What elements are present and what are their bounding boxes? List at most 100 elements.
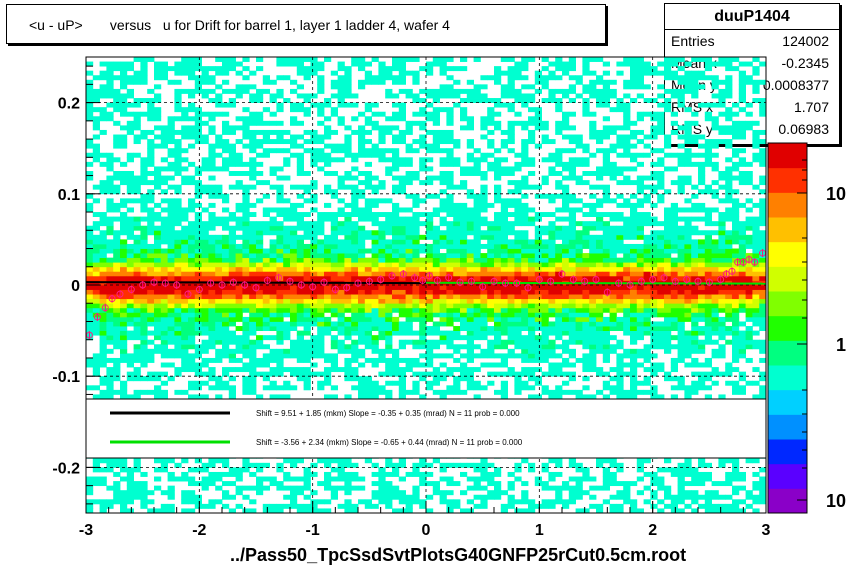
heatmap-cell xyxy=(160,70,168,76)
heatmap-cell xyxy=(460,312,468,318)
heatmap-cell xyxy=(215,216,223,222)
heatmap-cell xyxy=(548,88,556,94)
heatmap-cell xyxy=(385,275,393,281)
heatmap-cell xyxy=(154,303,162,309)
heatmap-cell xyxy=(126,307,134,313)
heatmap-cell xyxy=(188,330,196,336)
heatmap-cell xyxy=(500,508,508,514)
heatmap-cell xyxy=(86,248,94,254)
heatmap-cell xyxy=(589,221,597,227)
heatmap-cell xyxy=(92,362,100,368)
heatmap-cell xyxy=(174,271,182,277)
heatmap-cell xyxy=(276,285,284,290)
heatmap-cell xyxy=(507,107,515,113)
heatmap-cell xyxy=(473,380,481,386)
heatmap-cell xyxy=(351,175,359,181)
heatmap-cell xyxy=(249,157,257,163)
heatmap-cell xyxy=(222,503,230,509)
heatmap-cell xyxy=(494,371,502,377)
heatmap-cell xyxy=(276,61,284,67)
heatmap-cell xyxy=(106,166,114,172)
heatmap-cell xyxy=(412,499,420,505)
heatmap-cell xyxy=(589,289,597,295)
heatmap-cell xyxy=(140,157,148,163)
heatmap-cell xyxy=(494,70,502,76)
heatmap-cell xyxy=(541,503,549,509)
heatmap-cell xyxy=(364,184,372,190)
heatmap-cell xyxy=(351,285,359,290)
heatmap-cell xyxy=(364,148,372,154)
heatmap-cell xyxy=(317,111,325,117)
heatmap-cell xyxy=(568,239,576,245)
heatmap-cell xyxy=(507,148,515,154)
heatmap-cell xyxy=(317,330,325,336)
heatmap-cell xyxy=(92,467,100,473)
heatmap-cell xyxy=(201,303,209,309)
heatmap-cell xyxy=(439,93,447,99)
heatmap-cell xyxy=(446,239,454,245)
heatmap-cell xyxy=(99,70,107,76)
heatmap-cell xyxy=(446,271,454,277)
heatmap-cell xyxy=(596,216,604,222)
heatmap-cell xyxy=(174,266,182,272)
heatmap-cell xyxy=(160,458,168,464)
heatmap-cell xyxy=(86,93,94,99)
heatmap-cell xyxy=(609,225,617,231)
heatmap-cell xyxy=(276,234,284,240)
heatmap-cell xyxy=(296,216,304,222)
heatmap-cell xyxy=(174,262,182,268)
heatmap-cell xyxy=(575,139,583,145)
heatmap-cell xyxy=(296,367,304,373)
heatmap-cell xyxy=(276,230,284,236)
heatmap-cell xyxy=(133,326,141,331)
heatmap-cell xyxy=(426,93,434,99)
heatmap-cell xyxy=(453,298,461,304)
heatmap-cell xyxy=(575,75,583,81)
heatmap-cell xyxy=(487,221,495,227)
heatmap-cell xyxy=(589,326,597,331)
heatmap-cell xyxy=(487,253,495,259)
heatmap-cell xyxy=(371,294,379,300)
heatmap-cell xyxy=(106,467,114,473)
heatmap-cell xyxy=(283,207,291,213)
heatmap-cell xyxy=(330,257,338,263)
heatmap-cell xyxy=(324,380,332,386)
heatmap-cell xyxy=(596,175,604,181)
heatmap-cell xyxy=(242,239,250,245)
heatmap-cell xyxy=(188,234,196,240)
heatmap-cell xyxy=(446,152,454,158)
heatmap-cell xyxy=(392,330,400,336)
heatmap-cell xyxy=(324,471,332,477)
heatmap-cell xyxy=(174,93,182,99)
heatmap-cell xyxy=(208,371,216,377)
heatmap-cell xyxy=(371,481,379,487)
heatmap-cell xyxy=(439,371,447,377)
heatmap-cell xyxy=(174,189,182,195)
heatmap-cell xyxy=(113,294,121,300)
heatmap-cell xyxy=(303,70,311,76)
heatmap-cell xyxy=(249,116,257,122)
heatmap-cell xyxy=(446,476,454,482)
heatmap-cell xyxy=(133,330,141,336)
heatmap-cell xyxy=(439,148,447,154)
heatmap-cell xyxy=(222,79,230,85)
heatmap-cell xyxy=(534,253,542,259)
heatmap-cell xyxy=(575,394,583,400)
heatmap-cell xyxy=(616,294,624,300)
heatmap-cell xyxy=(487,75,495,81)
heatmap-cell xyxy=(582,180,590,186)
heatmap-cell xyxy=(269,385,277,391)
heatmap-cell xyxy=(324,376,332,382)
heatmap-cell xyxy=(405,285,413,290)
heatmap-cell xyxy=(521,180,529,186)
heatmap-cell xyxy=(460,248,468,254)
heatmap-cell xyxy=(290,207,298,213)
heatmap-cell xyxy=(140,230,148,236)
heatmap-cell xyxy=(466,316,474,322)
heatmap-cell xyxy=(582,285,590,290)
heatmap-cell xyxy=(276,275,284,281)
heatmap-cell xyxy=(412,216,420,222)
heatmap-cell xyxy=(534,344,542,350)
heatmap-cell xyxy=(296,202,304,208)
heatmap-cell xyxy=(324,462,332,468)
